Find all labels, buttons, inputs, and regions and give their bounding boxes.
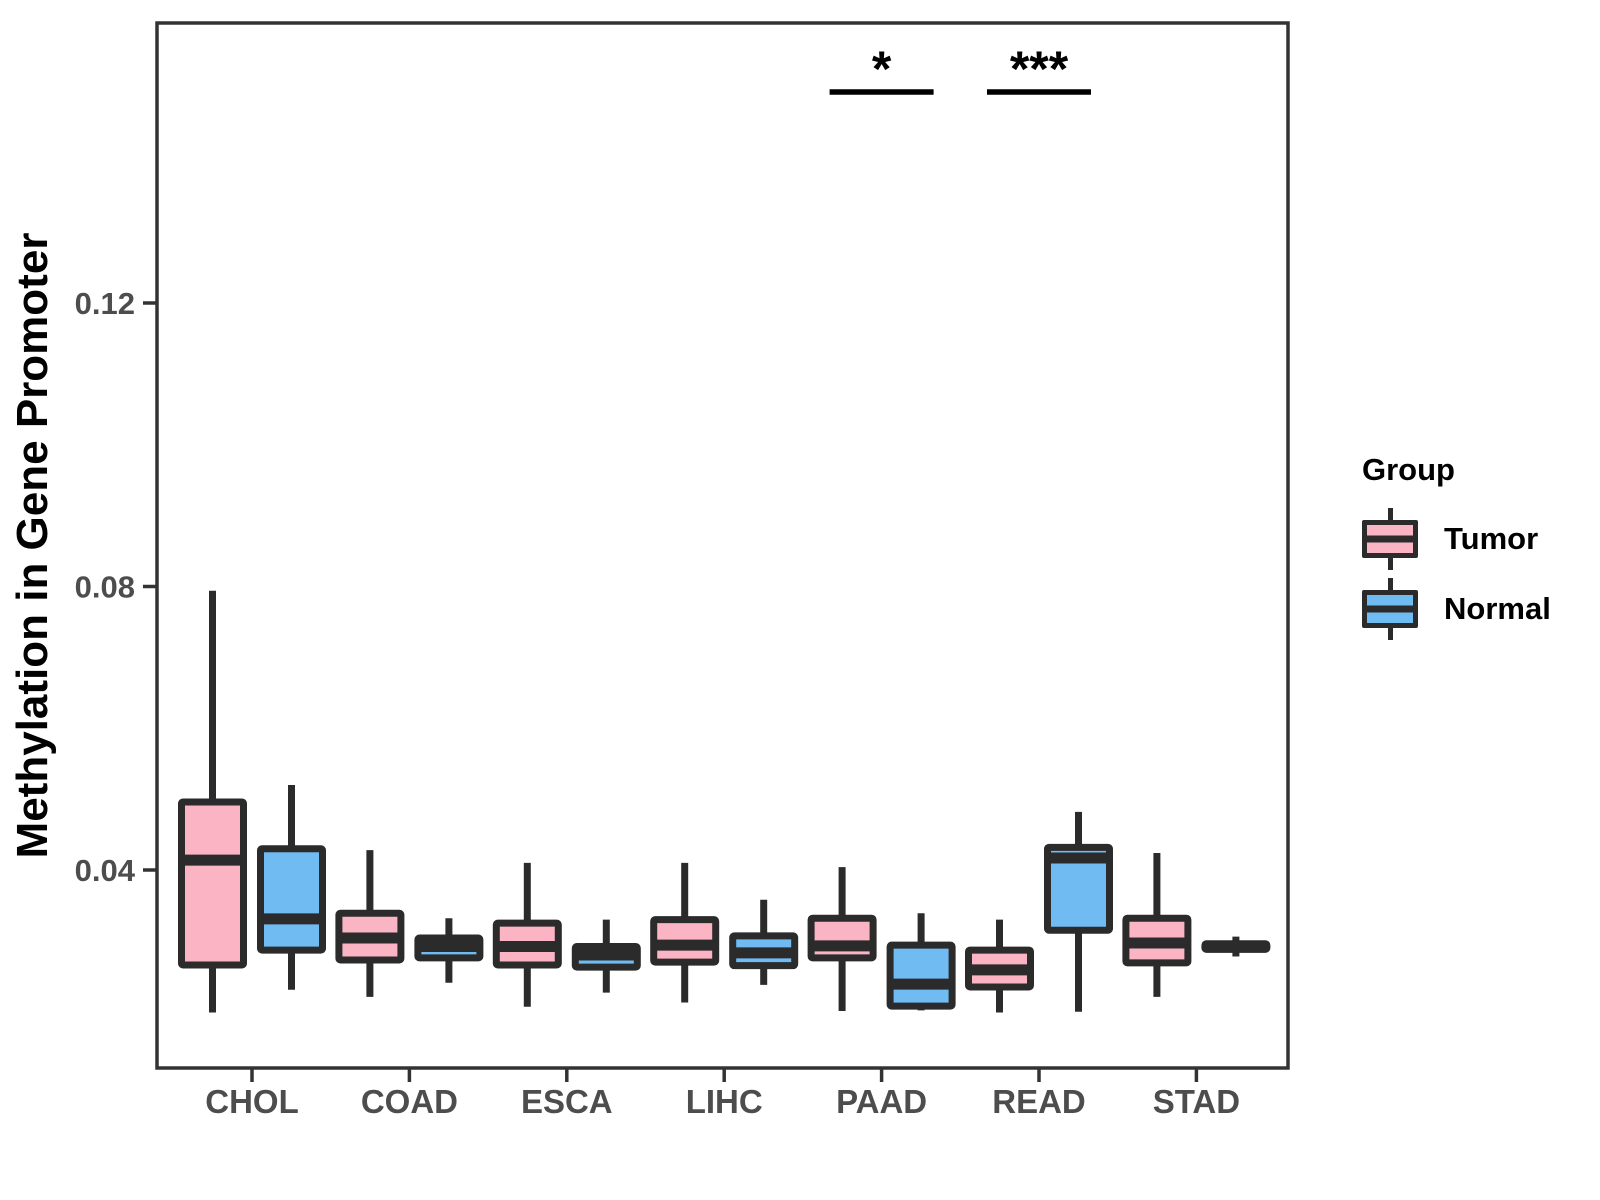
key-whisker-top: [1387, 578, 1393, 590]
key-box-normal: [1362, 590, 1418, 628]
box-tumor-CHOL: [178, 798, 247, 969]
tumor-boxplot-key-icon: [1362, 508, 1418, 570]
box-normal-READ: [1044, 843, 1113, 934]
y-tick-label-0.08: 0.08: [75, 570, 135, 605]
significance-label-READ: ***: [1010, 41, 1069, 97]
key-whisker-bottom: [1387, 558, 1393, 570]
significance-label-PAAD: *: [872, 41, 892, 97]
legend: Group Tumor Normal: [1362, 452, 1551, 648]
legend-label-tumor: Tumor: [1444, 521, 1539, 556]
y-tick-label-0.12: 0.12: [75, 286, 135, 321]
y-tick-label-0.04: 0.04: [75, 853, 136, 888]
x-tick-label-PAAD: PAAD: [836, 1083, 927, 1120]
box-normal-PAAD: [886, 941, 956, 1010]
x-tick-label-STAD: STAD: [1153, 1083, 1240, 1120]
key-whisker-top: [1387, 508, 1393, 520]
y-axis-title: Methylation in Gene Promoter: [8, 233, 57, 859]
box-normal-CHOL: [257, 845, 326, 954]
x-tick-label-COAD: COAD: [361, 1083, 458, 1120]
key-median: [1367, 605, 1413, 613]
box-tumor-PAAD: [807, 914, 877, 962]
legend-label-normal: Normal: [1444, 591, 1551, 626]
x-tick-label-ESCA: ESCA: [521, 1083, 613, 1120]
legend-title: Group: [1362, 452, 1455, 487]
x-tick-label-CHOL: CHOL: [205, 1083, 299, 1120]
panel-border: [155, 21, 1290, 1070]
legend-item-tumor: Tumor: [1362, 508, 1551, 570]
legend-item-normal: Normal: [1362, 578, 1551, 640]
x-tick-label-READ: READ: [992, 1083, 1086, 1120]
key-box-tumor: [1362, 520, 1418, 558]
key-whisker-bottom: [1387, 628, 1393, 640]
normal-boxplot-key-icon: [1362, 578, 1418, 640]
key-median: [1367, 535, 1413, 543]
x-tick-label-LIHC: LIHC: [686, 1083, 763, 1120]
